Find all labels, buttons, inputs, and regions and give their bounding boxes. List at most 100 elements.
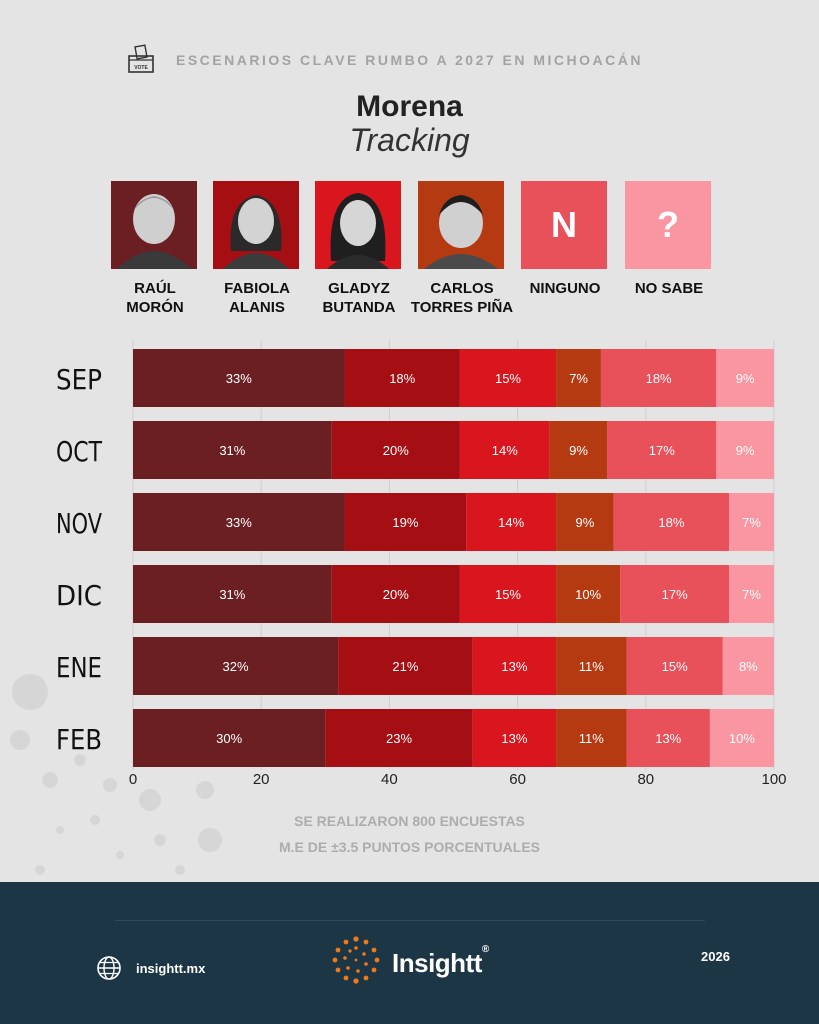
- bar-segment: [556, 493, 614, 551]
- bar-segment: [133, 637, 339, 695]
- data-label: 9%: [576, 515, 595, 530]
- data-label: 9%: [736, 371, 755, 386]
- data-label: 10%: [729, 731, 755, 746]
- option-name: NO SABE: [634, 280, 704, 297]
- data-label: 8%: [739, 659, 758, 674]
- bar-segment: [133, 565, 332, 623]
- data-label: 13%: [501, 659, 527, 674]
- bar-segment: [729, 493, 774, 551]
- data-label: 19%: [392, 515, 418, 530]
- bar-segment: [325, 709, 473, 767]
- page-title: Morena: [356, 90, 463, 123]
- candidate-fabiola-alanis: FABIOLA ALANIS: [213, 181, 301, 317]
- website-link[interactable]: insightt.mx: [136, 961, 206, 976]
- bar-segment: [722, 637, 774, 695]
- bar-segment: [556, 349, 601, 407]
- bar-segment: [729, 565, 774, 623]
- insightt-logo-icon: [332, 936, 380, 984]
- data-label: 33%: [226, 515, 252, 530]
- data-label: 20%: [383, 587, 409, 602]
- survey-notes: SE REALIZARON 800 ENCUESTAS M.E DE ±3.5 …: [0, 808, 819, 860]
- page-subtitle: Tracking: [349, 122, 470, 158]
- candidate-name: CARLOS TORRES PIÑA: [410, 280, 514, 316]
- data-label: 13%: [501, 731, 527, 746]
- data-label: 32%: [223, 659, 249, 674]
- footer-divider: [115, 920, 705, 921]
- x-tick-label: 60: [509, 771, 526, 788]
- footer-year: 2026: [701, 949, 730, 964]
- data-label: 20%: [383, 443, 409, 458]
- category-label: OCT: [56, 435, 103, 468]
- data-label: 15%: [495, 587, 521, 602]
- bar-segment: [626, 637, 723, 695]
- registered-mark: ®: [481, 944, 489, 955]
- note-sample-size: SE REALIZARON 800 ENCUESTAS: [294, 813, 525, 829]
- data-label: 30%: [216, 731, 242, 746]
- bar-segment: [613, 493, 730, 551]
- bar-segment: [459, 349, 557, 407]
- note-margin-error: M.E DE ±3.5 PUNTOS PORCENTUALES: [278, 839, 541, 855]
- data-label: 7%: [569, 371, 588, 386]
- bar-segment: [556, 637, 627, 695]
- bar-segment: [331, 565, 460, 623]
- bar-segment: [133, 493, 345, 551]
- candidate-name: RAÚL MORÓN: [126, 280, 184, 316]
- data-label: 31%: [219, 443, 245, 458]
- brand-text: Insightt: [392, 948, 482, 978]
- bar-segment: [607, 421, 717, 479]
- option-ninguno: N NINGUNO: [521, 181, 609, 298]
- category-label: ENE: [56, 651, 102, 684]
- bar-segment: [338, 637, 473, 695]
- data-label: 15%: [662, 659, 688, 674]
- bar-segment: [620, 565, 730, 623]
- data-label: 7%: [742, 515, 761, 530]
- bar-segment: [556, 565, 621, 623]
- data-label: 17%: [649, 443, 675, 458]
- bar-segment: [459, 565, 557, 623]
- data-label: 18%: [389, 371, 415, 386]
- data-label: 10%: [575, 587, 601, 602]
- data-label: 9%: [569, 443, 588, 458]
- bar-segment: [709, 709, 774, 767]
- option-no-sabe: ? NO SABE: [625, 181, 713, 298]
- background-dots-decoration: [10, 674, 222, 875]
- category-label: DIC: [56, 579, 102, 612]
- data-label: 15%: [495, 371, 521, 386]
- data-label: 14%: [498, 515, 524, 530]
- category-label: FEB: [56, 723, 102, 756]
- bar-segment: [472, 709, 557, 767]
- data-label: 18%: [658, 515, 684, 530]
- data-label: 17%: [662, 587, 688, 602]
- bar-segment: [472, 637, 557, 695]
- candidate-gladyz-butanda: GLADYZ BUTANDA: [315, 181, 403, 317]
- x-tick-label: 0: [129, 771, 137, 788]
- footer: insightt.mx Insightt® 2026: [0, 882, 819, 1024]
- category-label: NOV: [56, 507, 102, 540]
- data-label: 7%: [742, 587, 761, 602]
- data-label: 11%: [579, 659, 604, 674]
- data-label: 13%: [655, 731, 681, 746]
- candidate-raul-moron: RAÚL MORÓN: [111, 181, 199, 317]
- no-sabe-tile: ?: [625, 181, 711, 269]
- bar-segment: [549, 421, 608, 479]
- bar-segment: [331, 421, 460, 479]
- option-name: NINGUNO: [529, 280, 601, 297]
- x-tick-label: 80: [637, 771, 654, 788]
- bar-segment: [344, 493, 467, 551]
- ballot-box-icon: VOTE: [128, 44, 154, 73]
- bar-segment: [556, 709, 627, 767]
- brand-name: Insightt®: [392, 944, 489, 979]
- candidate-name: FABIOLA ALANIS: [224, 280, 290, 316]
- bar-segment: [133, 709, 326, 767]
- ninguno-tile: N: [521, 181, 607, 269]
- topline: ESCENARIOS CLAVE RUMBO A 2027 EN MICHOAC…: [176, 52, 643, 68]
- bar-segment: [716, 421, 774, 479]
- bar-segment: [133, 349, 345, 407]
- x-tick-label: 40: [381, 771, 398, 788]
- data-label: 23%: [386, 731, 412, 746]
- candidate-carlos-torres-pina: CARLOS TORRES PIÑA: [411, 181, 513, 317]
- stacked-bar-chart: 0 20 40 60 80 100 SEP 33% 18% 15% 7% 18% 9% OCT 31% 20%…: [56, 340, 787, 788]
- data-label: 18%: [646, 371, 672, 386]
- bar-segment: [466, 493, 557, 551]
- bar-segment: [600, 349, 717, 407]
